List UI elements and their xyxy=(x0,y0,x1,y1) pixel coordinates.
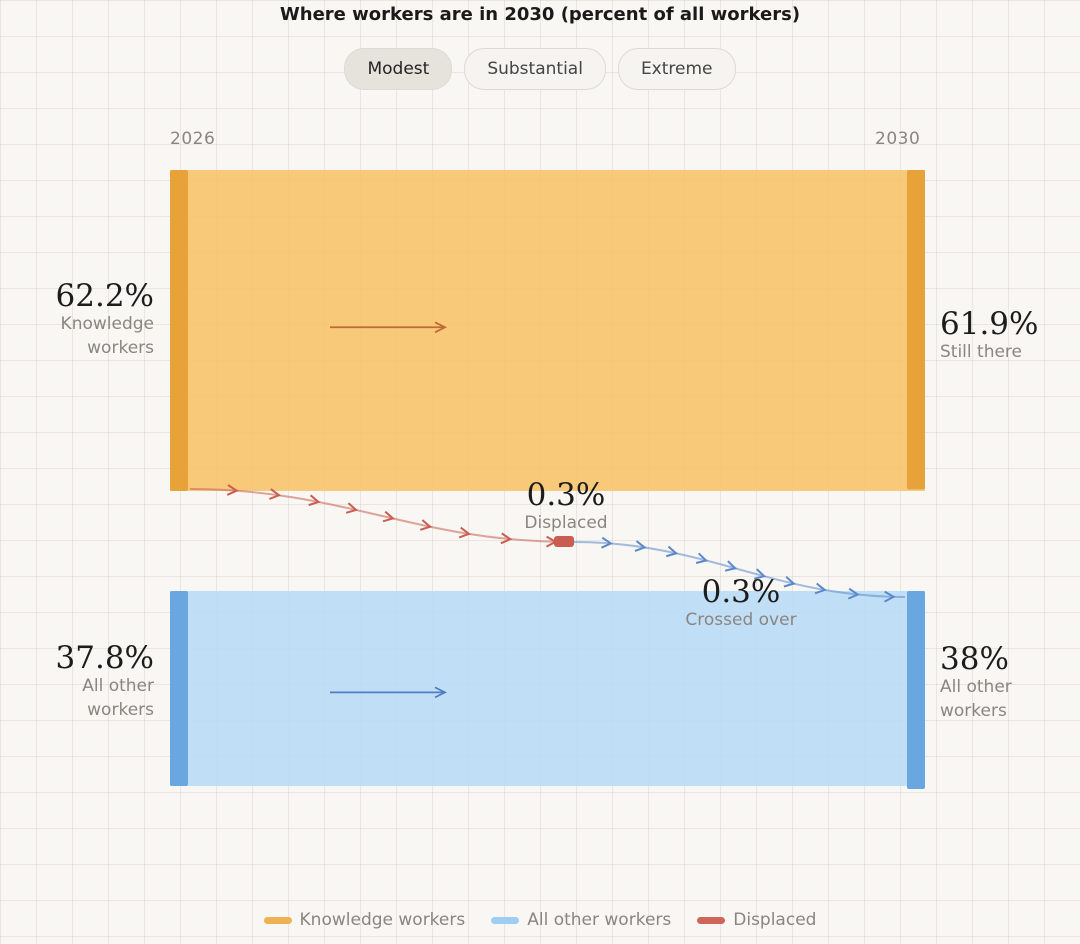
knowledge-flow-arrow-head xyxy=(434,321,448,334)
legend-swatch-other xyxy=(491,916,520,924)
displaced-node xyxy=(554,536,574,547)
other-2026-name-line1: All other xyxy=(82,676,154,696)
displaced-annotation: 0.3% Displaced xyxy=(496,480,636,535)
crossed-flow-chevron xyxy=(753,568,767,580)
chart-title: Where workers are in 2030 (percent of al… xyxy=(279,4,801,25)
crossed-flow-chevron xyxy=(783,576,796,588)
legend-item-other: All other workers xyxy=(491,910,671,930)
tab-modest[interactable]: Modest xyxy=(344,48,453,90)
other-2030-label: 38% All other workers xyxy=(940,644,1012,723)
other-2030-name-line2: workers xyxy=(940,701,1007,721)
displaced-label: Displaced xyxy=(524,513,608,533)
legend-label-displaced: Displaced xyxy=(733,910,817,930)
year-label-2026: 2026 xyxy=(170,129,216,149)
crossed-flow-chevron xyxy=(634,540,647,552)
legend-item-displaced: Displaced xyxy=(697,910,816,930)
year-label-2030: 2030 xyxy=(875,129,921,149)
other-band xyxy=(170,590,925,786)
knowledge-2026-value: 62.2% xyxy=(55,278,154,314)
other-2026-name-line2: workers xyxy=(87,700,154,720)
legend-swatch-knowledge xyxy=(263,916,292,924)
displaced-flow-chevron xyxy=(458,526,471,539)
knowledge-2030-label: 61.9% Still there xyxy=(940,309,1038,364)
crossed-flow-chevron xyxy=(601,536,613,549)
other-2026-label: 37.8% All other workers xyxy=(56,643,154,722)
knowledge-2026-bar xyxy=(170,170,188,491)
legend: Knowledge workers All other workers Disp… xyxy=(0,910,1080,930)
knowledge-band xyxy=(170,170,925,491)
other-2030-bar xyxy=(907,590,925,790)
displaced-flow-chevron xyxy=(269,488,282,500)
displaced-value: 0.3% xyxy=(526,477,606,513)
knowledge-2030-bar xyxy=(907,170,925,490)
knowledge-2030-name: Still there xyxy=(940,342,1023,362)
tab-substantial[interactable]: Substantial xyxy=(464,48,606,90)
other-2030-name-line1: All other xyxy=(940,677,1012,697)
knowledge-2026-label: 62.2% Knowledge workers xyxy=(56,281,154,360)
other-2030-value: 38% xyxy=(940,641,1009,677)
displaced-flow-chevron xyxy=(308,494,321,507)
displaced-flow-chevron xyxy=(500,532,513,545)
crossed-label: Crossed over xyxy=(685,610,797,630)
crossed-flow-chevron xyxy=(847,587,860,600)
other-flow-arrow-head xyxy=(434,686,448,699)
knowledge-2026-name-line1: Knowledge xyxy=(60,314,154,334)
knowledge-2030-value: 61.9% xyxy=(940,306,1039,342)
knowledge-2026-name-line2: workers xyxy=(87,338,154,358)
legend-item-knowledge: Knowledge workers xyxy=(263,910,466,930)
legend-label-knowledge: Knowledge workers xyxy=(299,910,466,930)
scenario-tabs: Modest Substantial Extreme xyxy=(0,48,1080,90)
displaced-flow-chevron xyxy=(226,484,239,496)
crossed-flow-chevron xyxy=(665,545,679,558)
displaced-flow-chevron xyxy=(345,502,359,514)
displaced-flow-chevron xyxy=(419,519,433,531)
crossed-flow-chevron xyxy=(884,590,896,603)
legend-swatch-displaced xyxy=(697,916,726,924)
tab-extreme[interactable]: Extreme xyxy=(617,48,736,90)
other-2026-value: 37.8% xyxy=(55,640,154,676)
crossed-value: 0.3% xyxy=(701,574,781,610)
crossed-flow-chevron xyxy=(724,560,738,572)
legend-label-other: All other workers xyxy=(527,910,672,930)
displaced-flow-path xyxy=(189,487,571,543)
other-2026-bar xyxy=(170,590,188,786)
crossed-flow-chevron xyxy=(814,582,827,595)
crossed-annotation: 0.3% Crossed over xyxy=(661,577,821,632)
crossed-flow-chevron xyxy=(695,552,709,564)
displaced-flow-chevron xyxy=(382,510,395,523)
